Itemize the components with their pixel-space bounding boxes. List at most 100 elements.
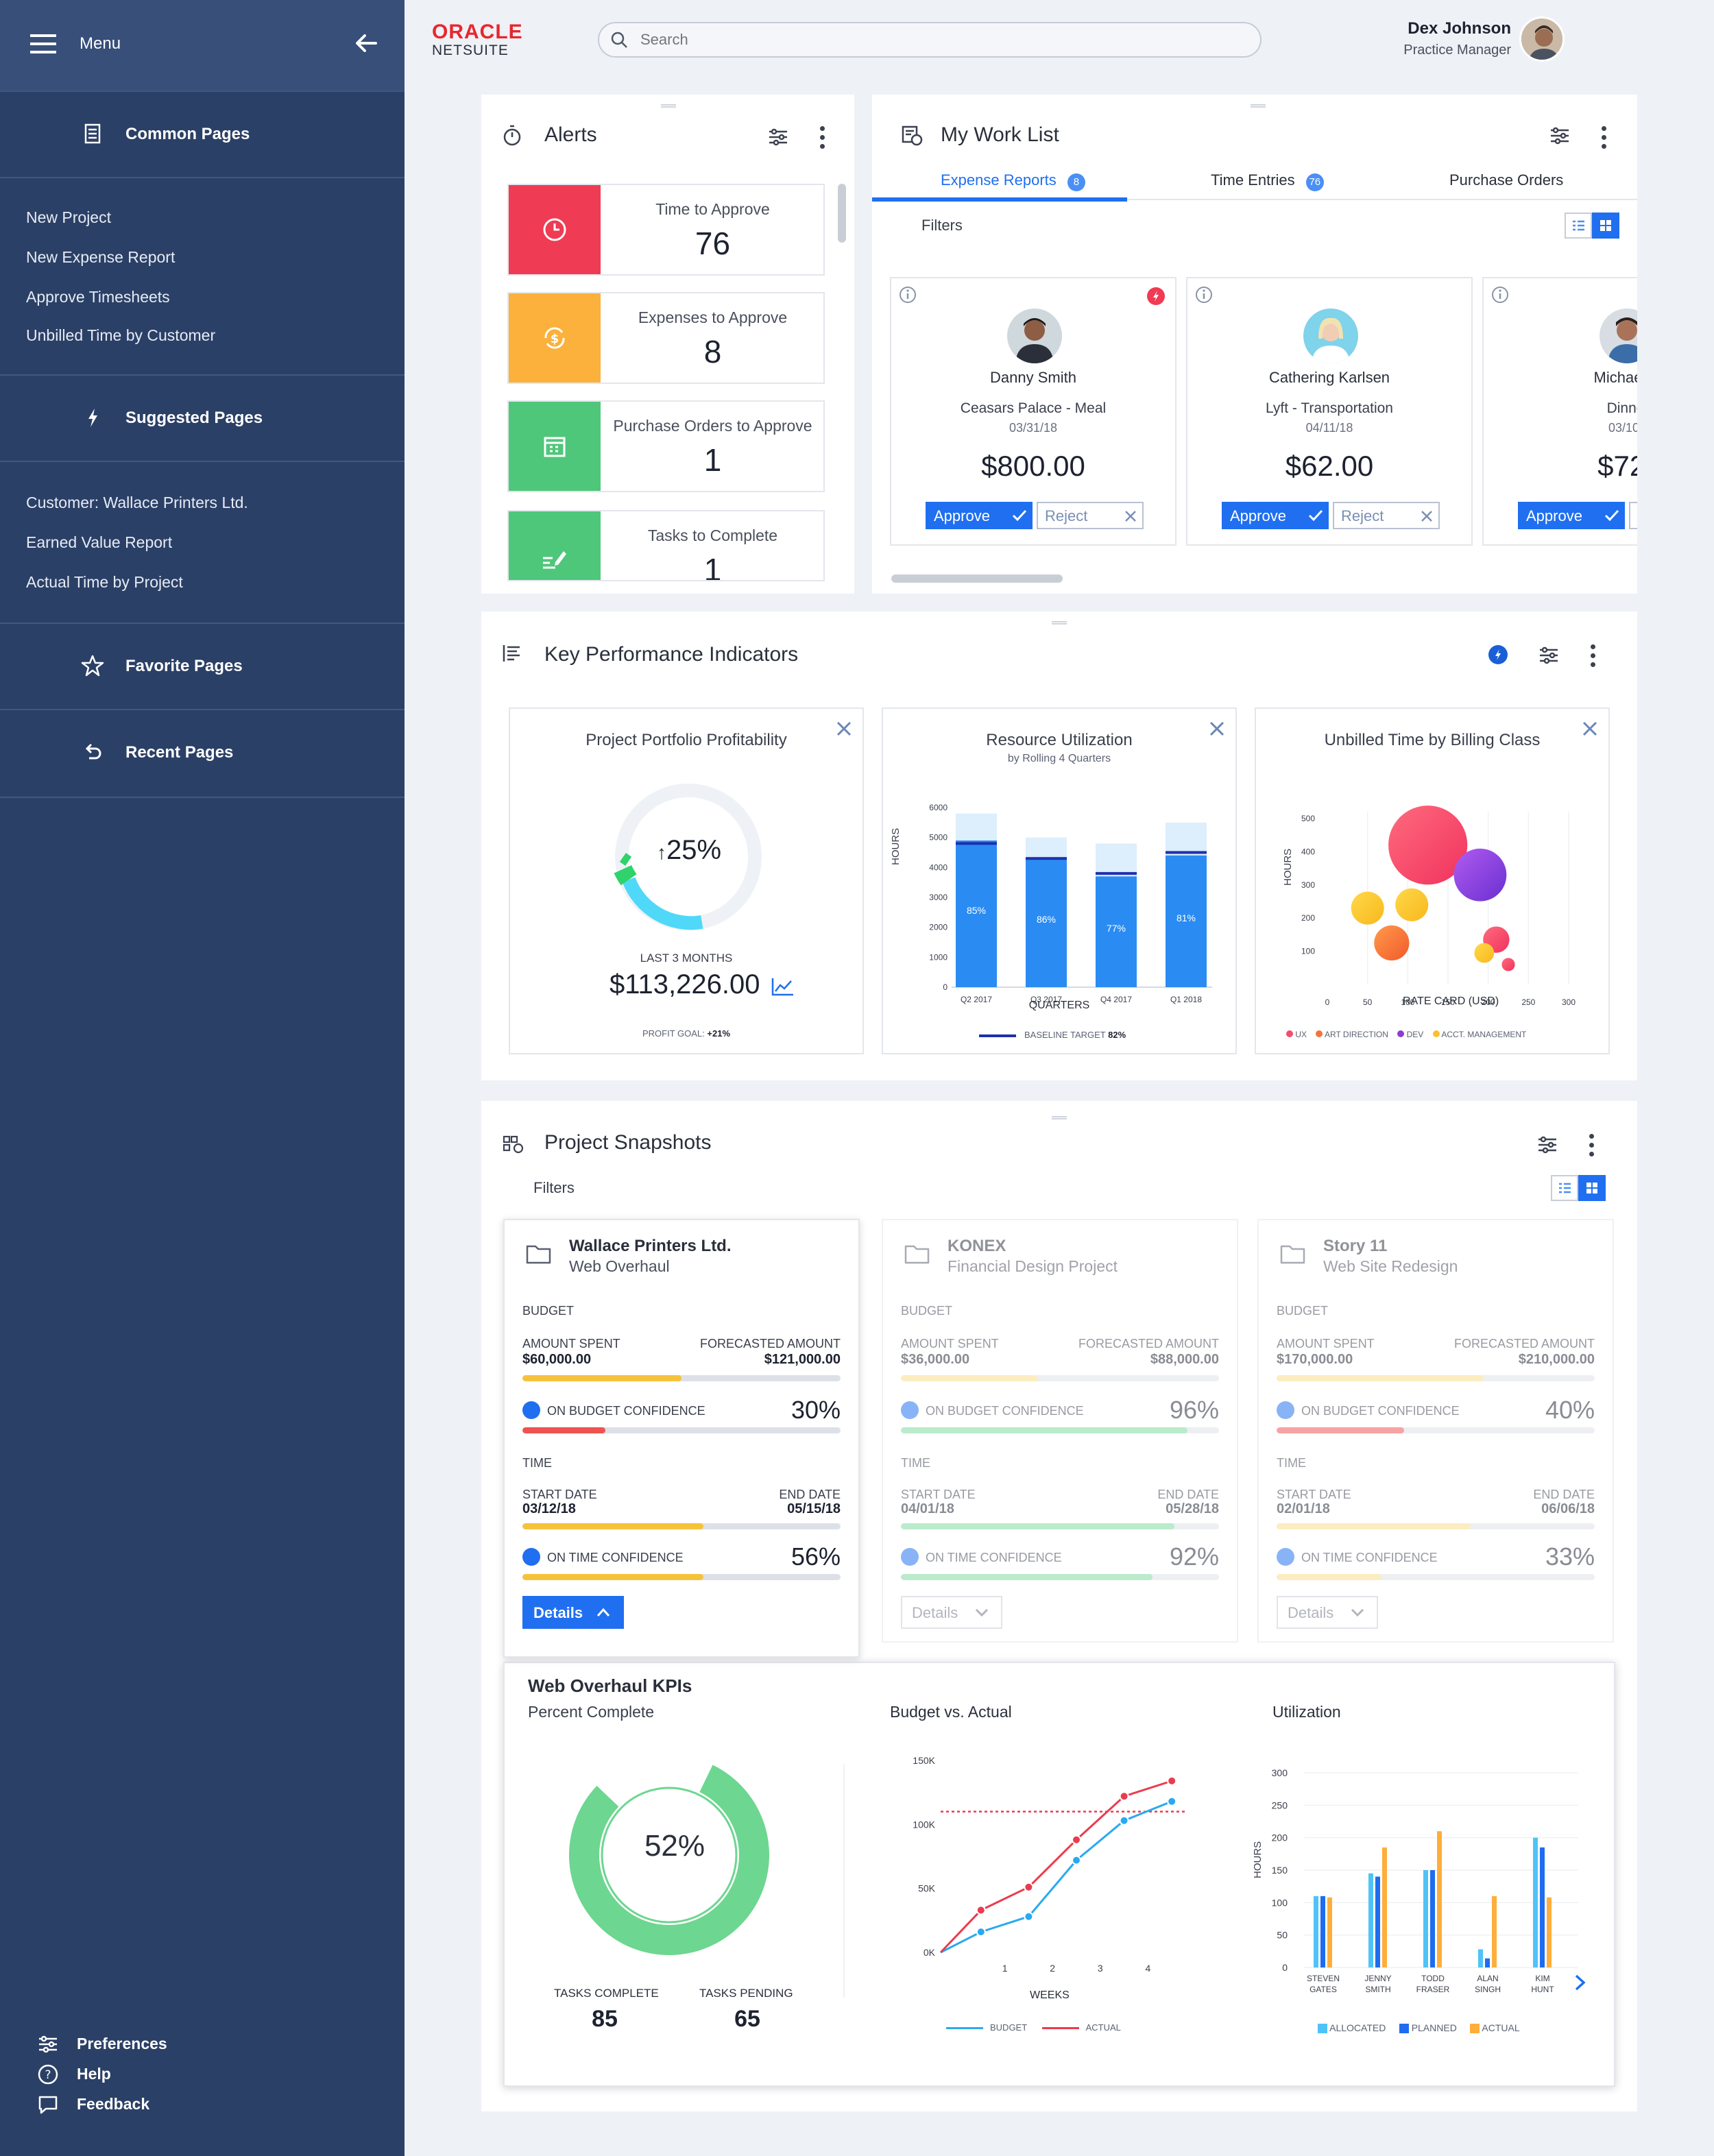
- folder-icon: [904, 1245, 930, 1264]
- preferences-link[interactable]: Preferences: [77, 2035, 167, 2052]
- help-link[interactable]: Help: [77, 2065, 111, 2083]
- sidebar-link-new-expense-report[interactable]: New Expense Report: [26, 248, 176, 266]
- reject-button[interactable]: Reject: [1037, 502, 1144, 529]
- alert-time-to-approve[interactable]: Time to Approve 76: [507, 184, 825, 276]
- tab-badge: 76: [1305, 173, 1324, 191]
- list-view-toggle[interactable]: [1551, 1175, 1578, 1201]
- x-tick-label: Q2 2017: [961, 995, 992, 1004]
- recent-pages-header[interactable]: Recent Pages: [0, 710, 405, 798]
- details-label: Details: [912, 1604, 958, 1621]
- alert-expenses-to-approve[interactable]: $ Expenses to Approve 8: [507, 292, 825, 384]
- sidebar-header: Menu: [0, 0, 405, 90]
- tab-time-entries[interactable]: Time Entries 76: [1211, 171, 1324, 191]
- sidebar-link-earned-value[interactable]: Earned Value Report: [26, 533, 173, 551]
- sidebar-link-customer[interactable]: Customer: Wallace Printers Ltd.: [26, 494, 248, 511]
- x-tick-label: SMITH: [1365, 1985, 1390, 1994]
- list-view-icon: [1559, 1183, 1571, 1194]
- info-icon[interactable]: [898, 285, 919, 306]
- expense-card[interactable]: Michael J Dinne 03/10/ $72. Approve Reje…: [1482, 277, 1637, 546]
- trend-chart-icon[interactable]: [771, 976, 795, 997]
- common-pages-header[interactable]: Common Pages: [0, 90, 405, 178]
- filters-label[interactable]: Filters: [921, 217, 963, 234]
- tab-expense-reports[interactable]: Expense Reports 8: [941, 171, 1085, 191]
- drag-handle[interactable]: [661, 104, 676, 108]
- legend-label: ACCT. MANAGEMENT: [1441, 1030, 1527, 1039]
- collapse-arrow-icon[interactable]: [355, 33, 377, 53]
- list-view-toggle[interactable]: [1565, 213, 1592, 239]
- search-bar[interactable]: [598, 22, 1262, 58]
- filter-sliders-icon[interactable]: [1549, 126, 1570, 145]
- feedback-link[interactable]: Feedback: [77, 2095, 150, 2113]
- filters-label[interactable]: Filters: [533, 1179, 575, 1196]
- info-icon[interactable]: [1490, 285, 1511, 306]
- start-date-value: 02/01/18: [1277, 1501, 1330, 1516]
- insight-icon[interactable]: [1488, 644, 1508, 665]
- search-icon: [611, 32, 627, 48]
- alerts-more-icon[interactable]: [820, 126, 825, 149]
- kpi-card-profitability[interactable]: Project Portfolio Profitability ↑25% LAS…: [509, 707, 864, 1054]
- user-avatar[interactable]: [1519, 16, 1565, 62]
- kpi-card-subtitle: by Rolling 4 Quarters: [1007, 753, 1111, 764]
- profit-change: ↑25%: [657, 835, 721, 866]
- approve-button[interactable]: Approve: [926, 502, 1033, 529]
- kpi-card-unbilled-time[interactable]: Unbilled Time by Billing Class 0 50 100 150…: [1255, 707, 1610, 1054]
- menu-label[interactable]: Menu: [80, 34, 121, 53]
- project-card-story11[interactable]: Story 11 Web Site Redesign BUDGET AMOUNT SP…: [1257, 1219, 1614, 1643]
- search-input[interactable]: [640, 29, 1244, 51]
- kpi-more-icon[interactable]: [1591, 644, 1596, 668]
- chevron-down-icon: [1351, 1608, 1364, 1617]
- amount-spent-value: $36,000.00: [901, 1352, 970, 1367]
- horizontal-scrollbar[interactable]: [891, 574, 1063, 583]
- suggested-pages-header[interactable]: Suggested Pages: [0, 374, 405, 462]
- chevron-right-icon[interactable]: [1573, 1973, 1588, 1992]
- series-line: [940, 1800, 1172, 1954]
- sidebar-link-unbilled-time[interactable]: Unbilled Time by Customer: [26, 326, 216, 344]
- filter-sliders-icon[interactable]: [768, 128, 788, 147]
- scrollbar[interactable]: [838, 184, 846, 243]
- alert-purchase-orders[interactable]: Purchase Orders to Approve 1: [507, 400, 825, 492]
- approve-button[interactable]: Approve: [1518, 502, 1625, 529]
- info-icon[interactable]: [1194, 285, 1215, 306]
- sidebar-link-actual-time[interactable]: Actual Time by Project: [26, 573, 183, 591]
- kpi-card-title: Unbilled Time by Billing Class: [1324, 731, 1541, 749]
- close-icon[interactable]: [1581, 720, 1599, 738]
- filter-sliders-icon[interactable]: [1537, 1135, 1558, 1154]
- expense-card[interactable]: Cathering Karlsen Lyft - Transportation …: [1186, 277, 1473, 546]
- x-tick-label: GATES: [1309, 1985, 1337, 1994]
- kpi-card-resource-utilization[interactable]: Resource Utilization by Rolling 4 Quarte…: [882, 707, 1237, 1054]
- close-icon[interactable]: [835, 720, 853, 738]
- utilization-bar: [1320, 1895, 1325, 1967]
- details-button[interactable]: Details: [1277, 1596, 1378, 1629]
- y-axis-label: HOURS: [1252, 1841, 1264, 1878]
- details-button[interactable]: Details: [901, 1596, 1002, 1629]
- grid-view-toggle[interactable]: [1592, 213, 1619, 239]
- end-date-value: 05/15/18: [787, 1501, 841, 1516]
- approve-button[interactable]: Approve: [1222, 502, 1329, 529]
- worklist-more-icon[interactable]: [1602, 126, 1607, 149]
- favorite-pages-header[interactable]: Favorite Pages: [0, 622, 405, 710]
- grid-view-toggle[interactable]: [1578, 1175, 1606, 1201]
- sidebar-link-new-project[interactable]: New Project: [26, 208, 111, 226]
- sidebar: Menu Common Pages New Project New Expens…: [0, 0, 405, 2156]
- flag-icon: [1147, 287, 1165, 305]
- close-icon[interactable]: [1208, 720, 1226, 738]
- tab-purchase-orders[interactable]: Purchase Orders: [1449, 171, 1564, 189]
- utilization-bar: [1485, 1958, 1490, 1967]
- project-card-wallace[interactable]: Wallace Printers Ltd. Web Overhaul BUDGET A…: [503, 1219, 860, 1658]
- expense-card[interactable]: Danny Smith Ceasars Palace - Meal 03/31/…: [890, 277, 1176, 546]
- reject-button[interactable]: Reject: [1333, 502, 1440, 529]
- project-card-konex[interactable]: KONEX Financial Design Project BUDGET AMOUN…: [882, 1219, 1238, 1643]
- drag-handle[interactable]: [1052, 1116, 1067, 1119]
- sidebar-link-approve-timesheets[interactable]: Approve Timesheets: [26, 288, 170, 306]
- lightning-icon: [88, 409, 97, 427]
- hamburger-icon[interactable]: [30, 34, 56, 55]
- alert-tasks-to-complete[interactable]: Tasks to Complete 1: [507, 510, 825, 581]
- x-tick-label: 3: [1098, 1963, 1103, 1974]
- filter-sliders-icon[interactable]: [1538, 646, 1559, 665]
- y-tick-label: 150: [1272, 1865, 1288, 1876]
- drag-handle[interactable]: [1052, 621, 1067, 625]
- details-button[interactable]: Details: [522, 1596, 624, 1629]
- drag-handle[interactable]: [1251, 104, 1266, 108]
- reject-button[interactable]: Reject: [1629, 502, 1637, 529]
- snapshots-more-icon[interactable]: [1589, 1134, 1595, 1157]
